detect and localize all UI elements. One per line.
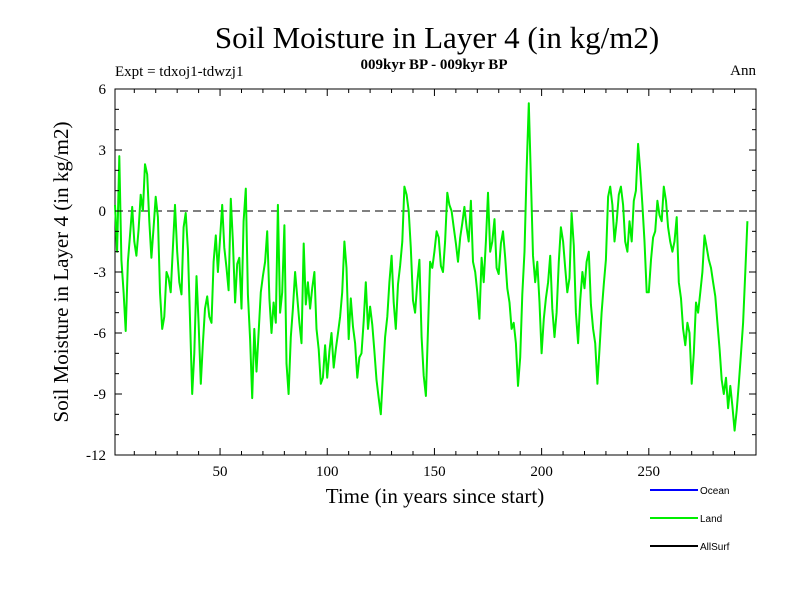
x-tick-label: 150 xyxy=(423,464,446,480)
x-axis: 50 100 150 200 250 xyxy=(133,89,736,480)
chart-title: Soil Moisture in Layer 4 (in kg/m2) xyxy=(215,20,659,55)
legend-label-ocean: Ocean xyxy=(700,486,729,497)
y-tick-label: -3 xyxy=(94,265,107,281)
x-tick-label: 200 xyxy=(530,464,553,480)
y-tick-label: -9 xyxy=(94,387,107,403)
experiment-label: Expt = tdxoj1-tdwzj1 xyxy=(115,64,243,80)
y-axis-label: Soil Moisture in Layer 4 (in kg/m2) xyxy=(49,122,73,423)
plot-frame xyxy=(114,88,757,456)
series-land-line xyxy=(114,102,749,432)
y-tick-label: 0 xyxy=(99,204,107,220)
y-tick-label: 6 xyxy=(99,82,107,98)
season-label: Ann xyxy=(730,63,756,79)
y-axis: 6 3 0 -3 -6 -9 -12 xyxy=(86,82,756,464)
legend: Ocean Land AllSurf xyxy=(650,486,730,553)
x-tick-label: 250 xyxy=(638,464,661,480)
legend-label-allsurf: AllSurf xyxy=(700,542,730,553)
y-tick-label: -12 xyxy=(86,448,106,464)
chart-subtitle: 009kyr BP - 009kyr BP xyxy=(361,57,508,73)
x-tick-label: 50 xyxy=(213,464,228,480)
x-axis-label: Time (in years since start) xyxy=(326,484,545,508)
y-tick-label: 3 xyxy=(99,143,107,159)
y-tick-label: -6 xyxy=(94,326,107,342)
x-tick-label: 100 xyxy=(316,464,339,480)
legend-label-land: Land xyxy=(700,514,722,525)
